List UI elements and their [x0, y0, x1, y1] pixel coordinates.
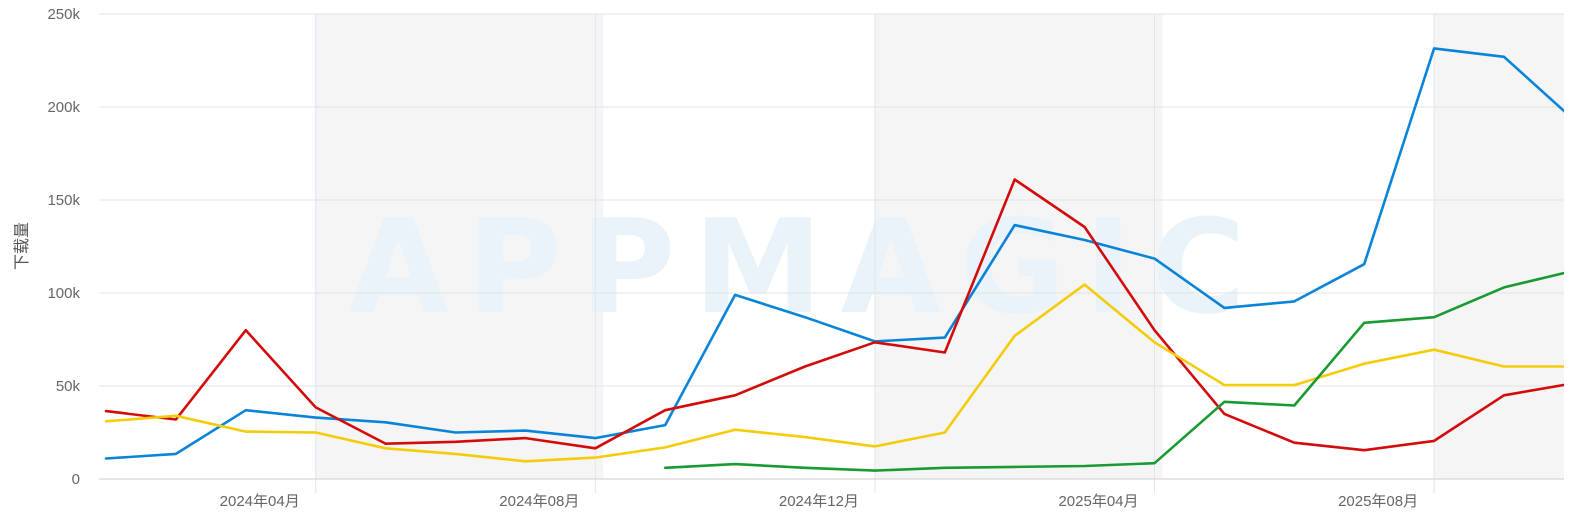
x-tick-label: 2025年08月 [1338, 493, 1418, 510]
y-tick-label: 100k [47, 285, 80, 302]
y-tick-label: 0 [72, 471, 80, 488]
x-tick-label: 2024年12月 [779, 493, 859, 510]
series-line-3 [104, 283, 1564, 463]
shaded-band-1 [315, 14, 604, 479]
shaded-band-3 [1434, 14, 1564, 479]
x-tick-label: 2024年04月 [220, 493, 300, 510]
x-tick-label: 2024年08月 [499, 493, 579, 510]
series-line-2 [104, 178, 1564, 452]
y-axis-label: 下载量 [12, 222, 31, 270]
shaded-band-2 [874, 14, 1163, 479]
y-tick-label: 50k [56, 378, 81, 395]
series-line-1 [104, 47, 1564, 460]
y-tick-label: 150k [47, 192, 80, 209]
series-line-4 [663, 271, 1564, 472]
watermark: APPMAGIC [348, 191, 1264, 343]
x-tick-label: 2025年04月 [1058, 493, 1138, 510]
y-tick-label: 250k [47, 6, 80, 23]
y-tick-label: 200k [47, 99, 80, 116]
